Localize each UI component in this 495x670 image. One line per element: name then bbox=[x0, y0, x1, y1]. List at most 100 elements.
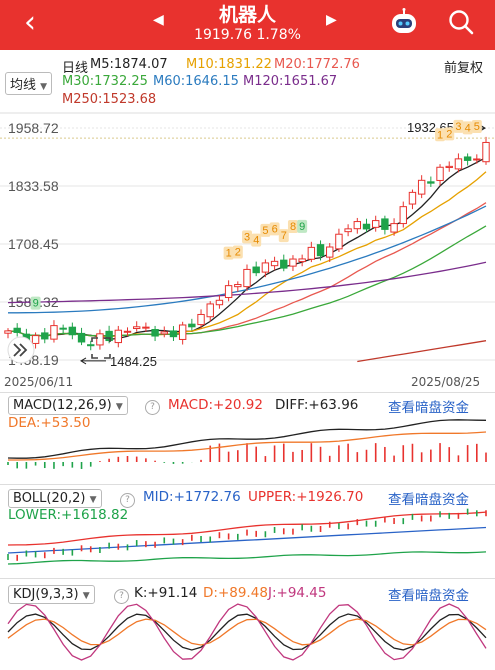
dark-pool-link-kdj[interactable]: 查看暗盘资金 bbox=[388, 588, 469, 604]
boll-lower-value: LOWER:+1618.82 bbox=[8, 507, 129, 523]
macd-value: MACD:+20.92 bbox=[168, 397, 263, 413]
td-count-label: 7 bbox=[281, 230, 287, 242]
td-count-badge bbox=[251, 233, 262, 247]
prev-stock-button[interactable]: ◀ bbox=[153, 12, 164, 28]
candle-body bbox=[445, 165, 453, 169]
kdj-j-line bbox=[7, 603, 487, 661]
td-count-badge bbox=[287, 220, 298, 234]
candle-body bbox=[105, 330, 113, 342]
dark-pool-link-boll[interactable]: 查看暗盘资金 bbox=[388, 492, 469, 508]
ma-indicator-select[interactable]: 均线 ▼ bbox=[5, 72, 53, 95]
candle-body bbox=[50, 325, 58, 340]
next-stock-button[interactable]: ▶ bbox=[326, 12, 337, 28]
candle-body bbox=[280, 259, 288, 269]
search-icon[interactable] bbox=[448, 9, 474, 35]
dea-line bbox=[8, 431, 487, 461]
ma-legend-item: M250:1523.68 bbox=[62, 92, 157, 107]
td-count-badge bbox=[278, 229, 289, 243]
td-count-label: 9 bbox=[33, 298, 39, 310]
boll-indicator-select[interactable]: BOLL(20,2) ▼ bbox=[8, 489, 102, 508]
price-change: 1919.76 1.78% bbox=[0, 27, 495, 43]
candle-body bbox=[77, 332, 86, 343]
candle-body bbox=[123, 330, 132, 333]
low-price-label: 1484.25 bbox=[110, 354, 157, 369]
candle-body bbox=[463, 156, 472, 161]
td-count-label: 6 bbox=[272, 223, 278, 235]
candle-body bbox=[427, 181, 435, 184]
td-count-label: 2 bbox=[446, 128, 452, 140]
adjust-label: 前复权 bbox=[444, 61, 484, 76]
candle-body bbox=[335, 233, 343, 250]
double-chevron-right-icon bbox=[13, 343, 28, 357]
candle-body bbox=[68, 326, 77, 336]
ma-legend-item: M10:1831.22 bbox=[186, 57, 272, 72]
candle-body bbox=[31, 335, 40, 344]
kdj-indicator-select[interactable]: KDJ(9,3,3) ▼ bbox=[8, 585, 95, 604]
kdj-k-value: K:+91.14 bbox=[134, 585, 198, 601]
dark-pool-link-macd[interactable]: 查看暗盘资金 bbox=[388, 400, 469, 416]
candle-body bbox=[298, 258, 306, 263]
help-icon[interactable]: ? bbox=[120, 493, 135, 508]
candle-body bbox=[13, 327, 21, 333]
td-count-label: 5 bbox=[262, 225, 268, 237]
candle-body bbox=[188, 323, 196, 328]
ma-line bbox=[357, 340, 487, 363]
candle-body bbox=[371, 220, 380, 228]
arrow-icon bbox=[80, 357, 87, 365]
td-count-label: 5 bbox=[474, 121, 480, 133]
page-title: 机器人 bbox=[218, 4, 276, 26]
td-count-label: 3 bbox=[244, 231, 250, 243]
candle-body bbox=[224, 285, 233, 299]
candle-body bbox=[243, 268, 251, 288]
candle-body bbox=[132, 326, 141, 330]
td-count-label: 8 bbox=[290, 221, 296, 233]
candlestick-chart[interactable]: 1958.721833.581708.451583.321458.191932.… bbox=[0, 112, 495, 374]
ma-line bbox=[7, 156, 487, 340]
td-count-label: 9 bbox=[299, 221, 305, 233]
ma-line bbox=[7, 261, 487, 304]
macd-indicator-select[interactable]: MACD(12,26,9) ▼ bbox=[8, 396, 128, 415]
kdj-j-value: J:+94.45 bbox=[268, 585, 327, 601]
y-tick-label: 1833.58 bbox=[8, 178, 59, 194]
candle-body bbox=[206, 303, 214, 318]
candle-body bbox=[454, 158, 463, 170]
td-count-label: 3 bbox=[455, 121, 461, 133]
candle-body bbox=[307, 246, 316, 260]
boll-lower-line bbox=[7, 551, 487, 565]
candle-body bbox=[178, 324, 187, 340]
ma-legend-item: M5:1874.07 bbox=[90, 57, 168, 72]
candle-body bbox=[381, 218, 389, 230]
td-count-badge bbox=[444, 127, 455, 141]
y-tick-label: 1708.45 bbox=[8, 236, 59, 252]
back-button[interactable]: ‹ bbox=[24, 5, 36, 40]
boll-mid-line bbox=[7, 526, 487, 554]
candle-body bbox=[160, 331, 168, 335]
candle-body bbox=[482, 141, 490, 163]
candle-body bbox=[316, 244, 325, 257]
diff-value: DIFF:+63.96 bbox=[275, 397, 359, 413]
candle-body bbox=[362, 223, 371, 230]
candle-body bbox=[436, 166, 444, 181]
ma-legend-item: M20:1772.76 bbox=[274, 57, 360, 72]
help-icon[interactable]: ? bbox=[114, 589, 129, 604]
help-icon[interactable]: ? bbox=[145, 400, 160, 415]
td-count-label: 1 bbox=[437, 129, 443, 141]
td-count-badge bbox=[269, 222, 280, 236]
robot-icon[interactable] bbox=[389, 8, 419, 36]
td-count-badge bbox=[242, 230, 252, 244]
kdj-k-line bbox=[7, 613, 487, 651]
candle-body bbox=[473, 158, 481, 161]
candle-body bbox=[353, 221, 362, 230]
candle-body bbox=[252, 266, 260, 274]
candle-body bbox=[215, 299, 224, 306]
kdj-d-value: D:+89.48 bbox=[203, 585, 268, 601]
y-tick-label: 1958.72 bbox=[8, 120, 59, 136]
candle-body bbox=[96, 333, 104, 346]
td-count-badge bbox=[471, 119, 482, 133]
td-count-label: 1 bbox=[226, 248, 232, 260]
boll-chart bbox=[7, 508, 487, 565]
candle-body bbox=[390, 223, 398, 233]
td-count-badge bbox=[453, 119, 464, 133]
td-count-badge bbox=[232, 245, 243, 259]
td-count-badge bbox=[462, 121, 473, 135]
